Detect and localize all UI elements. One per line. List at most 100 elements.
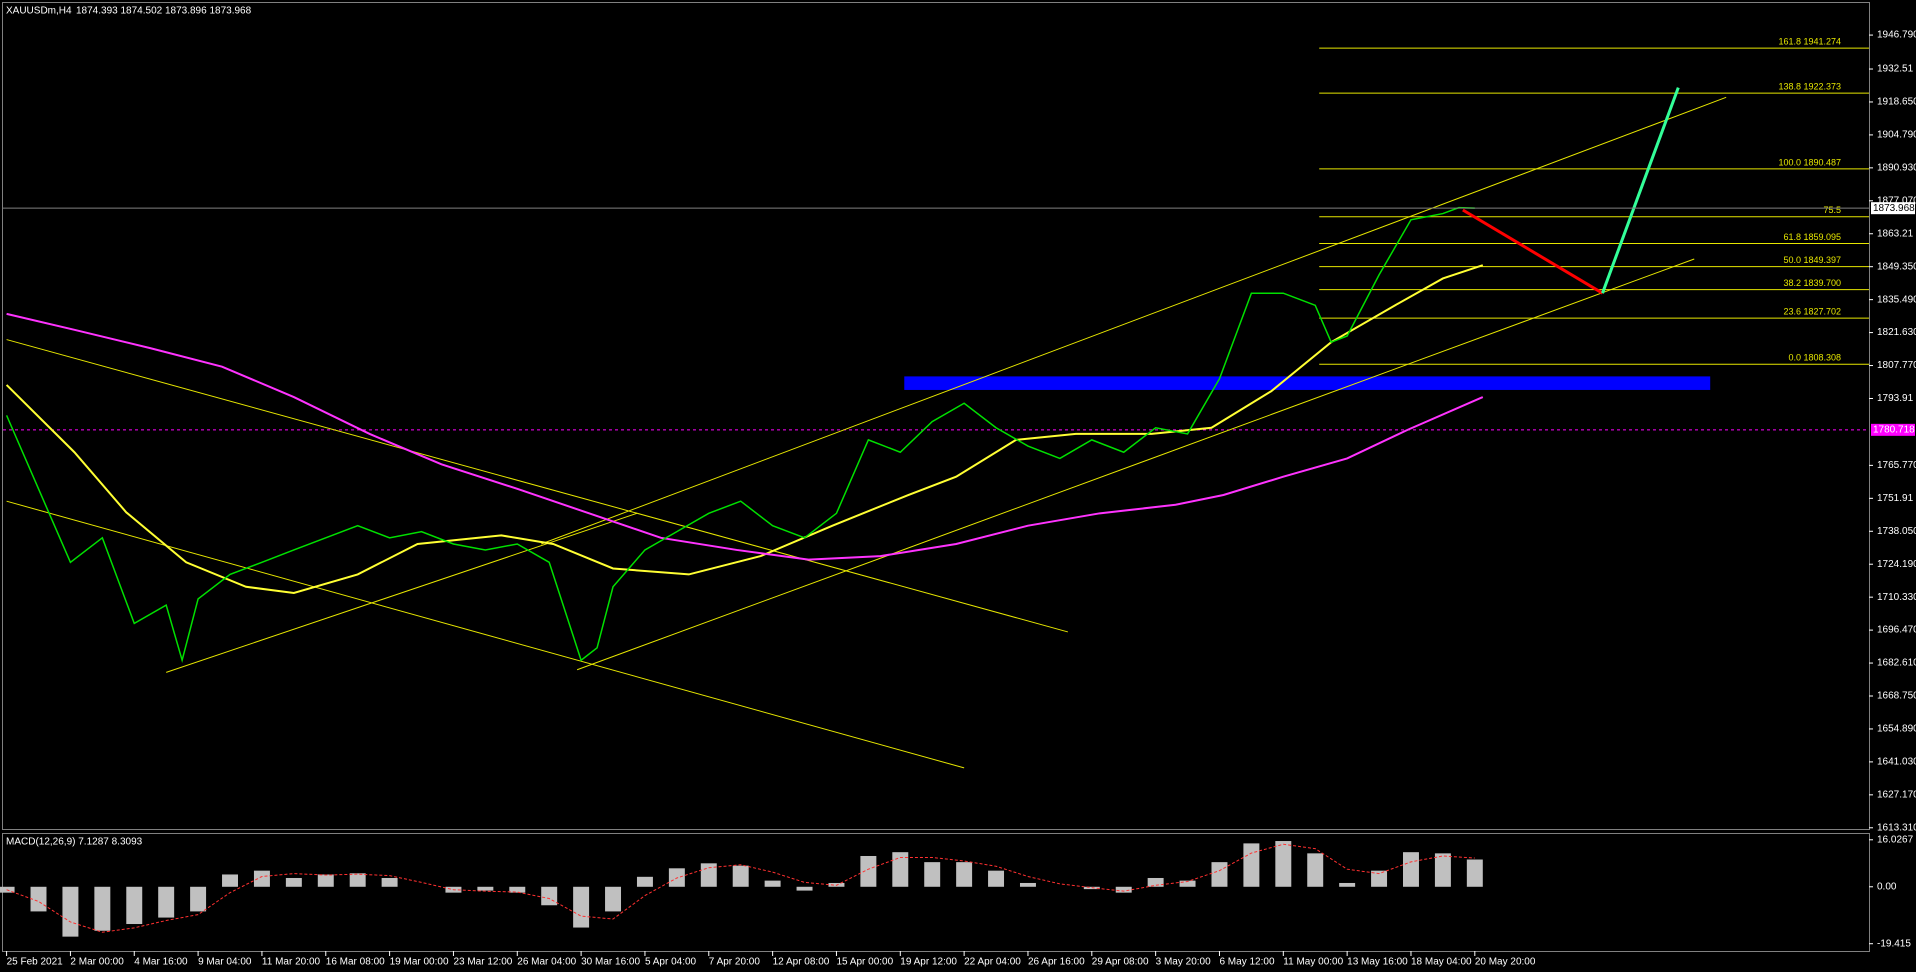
y-tick-label: 1890.930 [1877,162,1916,173]
macd-bar [190,886,207,912]
y-tick-label: 1668.750 [1877,691,1916,702]
macd-bar [605,886,622,912]
x-tick-label: 25 Feb 2021 [7,957,64,968]
x-tick-label: 7 Apr 20:00 [709,957,761,968]
x-tick-label: 18 May 04:00 [1411,957,1472,968]
macd-bar [222,874,238,887]
x-tick-label: 11 May 00:00 [1283,957,1343,968]
x-tick-label: 12 Apr 08:00 [773,957,830,968]
y-tick-label: 1918.650 [1877,97,1916,108]
moving-average [5,264,1484,594]
macd-bar [1339,882,1356,887]
y-tick-label: 1765.770 [1877,460,1916,471]
macd-bar [253,870,270,887]
macd-bar [541,886,558,906]
x-tick-label: 19 Mar 00:00 [390,957,449,968]
macd-bar [1019,882,1036,887]
y-tick-label: 1946.790 [1877,30,1916,41]
trendline [166,512,638,673]
price-line [5,206,1475,664]
y-tick-label: 1724.190 [1877,559,1916,570]
y-tick-label: 1807.770 [1877,360,1916,371]
level-label: 1780.718 [1873,424,1915,435]
macd-bar [158,886,175,918]
current-price-label: 1873.968 [1873,203,1915,214]
y-tick-label: 1932.51 [1877,64,1914,75]
y-tick-label: 1904.790 [1877,130,1916,141]
fib-label: 23.6 1827.702 [1783,307,1841,317]
y-tick-label: 1738.050 [1877,526,1916,537]
macd-bar [381,877,398,887]
x-tick-label: 6 May 12:00 [1219,957,1274,968]
macd-bar [1371,870,1388,887]
x-tick-label: 30 Mar 16:00 [581,957,640,968]
x-tick-label: 13 May 16:00 [1347,957,1408,968]
y-tick-label: 1751.91 [1877,493,1914,504]
y-tick-label: 1696.470 [1877,625,1916,636]
fib-label: 161.8 1941.274 [1778,37,1841,47]
macd-bar [573,886,590,928]
fib-label: 75.5 [1823,205,1841,215]
y-tick-label: 1793.91 [1877,393,1914,404]
main-frame [2,2,1870,830]
macd-bar [285,877,302,887]
macd-y-tick-label: 0.00 [1877,881,1897,892]
macd-bar [349,873,366,887]
moving-average [6,312,1484,561]
macd-bar [924,862,941,887]
macd-bar [1115,886,1132,893]
fib-label: 100.0 1890.487 [1778,157,1841,167]
macd-bar [1275,841,1292,887]
level-box [1871,423,1915,436]
y-tick-label: 1641.030 [1877,757,1916,768]
y-tick-label: 1849.350 [1877,261,1916,272]
trendline [576,258,1695,671]
y-tick-label: 1863.21 [1877,228,1914,239]
y-tick-label: 1654.890 [1877,724,1916,735]
trendline [541,96,1727,545]
y-tick-label: 1710.330 [1877,592,1916,603]
x-tick-label: 29 Apr 08:00 [1092,957,1149,968]
y-tick-label: 1627.170 [1877,789,1916,800]
trendline [1462,208,1604,295]
x-tick-label: 3 May 20:00 [1156,957,1211,968]
macd-bar [94,886,111,931]
x-tick-label: 5 Apr 04:00 [645,957,697,968]
fib-label: 38.2 1839.700 [1783,278,1841,288]
macd-bar [988,870,1005,887]
x-tick-label: 11 Mar 20:00 [262,957,321,968]
macd-bar [764,880,781,887]
x-tick-label: 4 Mar 16:00 [134,957,188,968]
x-tick-label: 19 Apr 12:00 [900,957,957,968]
macd-bar [317,874,334,887]
x-tick-label: 15 Apr 00:00 [836,957,893,968]
fib-label: 0.0 1808.308 [1788,353,1841,363]
macd-bar [636,876,653,887]
macd-y-tick-label: -19.415 [1877,938,1911,949]
x-tick-label: 22 Apr 04:00 [964,957,1021,968]
macd-bar [956,862,973,887]
macd-bar [126,886,143,925]
macd-bar [1211,862,1228,887]
macd-bar [1307,853,1324,887]
macd-bar [509,886,526,893]
fib-label: 138.8 1922.373 [1778,81,1841,91]
fib-label: 61.8 1859.095 [1783,232,1841,242]
macd-bar [860,855,877,887]
macd-bar [1147,877,1164,887]
symbol-title: XAUUSDm,H4 [6,6,72,17]
macd-bar [796,886,813,891]
trendline [1601,87,1680,294]
macd-bar [1466,859,1483,887]
macd-bar [1179,880,1196,887]
x-tick-label: 23 Mar 12:00 [453,957,512,968]
x-tick-label: 9 Mar 04:00 [198,957,252,968]
macd-y-tick-label: 16.0267 [1877,834,1914,845]
macd-bar [1402,852,1419,887]
y-tick-label: 1682.610 [1877,658,1916,669]
macd-signal [6,843,1475,933]
x-tick-label: 20 May 20:00 [1475,957,1536,968]
